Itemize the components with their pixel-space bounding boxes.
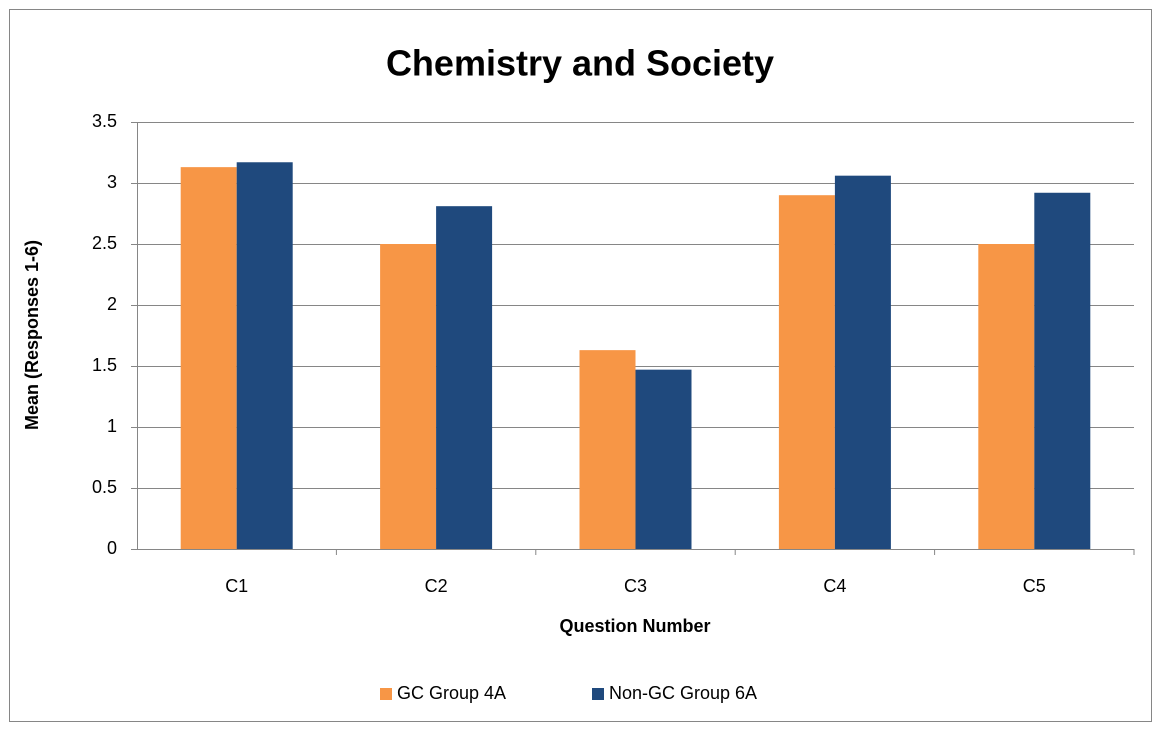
y-tick-label: 1.5 bbox=[92, 355, 117, 375]
y-tick-label: 1 bbox=[107, 416, 117, 436]
y-tick-label: 0 bbox=[107, 538, 117, 558]
bar bbox=[978, 244, 1035, 549]
bar bbox=[380, 244, 437, 549]
y-axis-label: Mean (Responses 1-6) bbox=[22, 240, 42, 430]
x-axis-label: Question Number bbox=[559, 616, 710, 636]
bar bbox=[778, 195, 835, 549]
x-tick-label: C3 bbox=[624, 576, 647, 596]
x-tick-label: C1 bbox=[225, 576, 248, 596]
bar bbox=[1034, 192, 1091, 549]
y-tick-label: 3 bbox=[107, 172, 117, 192]
y-tick-label: 2 bbox=[107, 294, 117, 314]
legend-swatch bbox=[380, 688, 392, 700]
y-tick-label: 0.5 bbox=[92, 477, 117, 497]
bar bbox=[236, 162, 293, 549]
bar bbox=[579, 350, 636, 549]
bar bbox=[180, 167, 237, 549]
legend-label: Non-GC Group 6A bbox=[609, 683, 757, 703]
bar bbox=[834, 175, 891, 549]
y-tick-label: 2.5 bbox=[92, 233, 117, 253]
y-tick-label: 3.5 bbox=[92, 111, 117, 131]
legend-label: GC Group 4A bbox=[397, 683, 506, 703]
x-tick-label: C4 bbox=[823, 576, 846, 596]
x-tick-label: C2 bbox=[425, 576, 448, 596]
legend-swatch bbox=[592, 688, 604, 700]
bar bbox=[635, 369, 692, 549]
chart-title: Chemistry and Society bbox=[386, 43, 774, 84]
x-tick-label: C5 bbox=[1023, 576, 1046, 596]
bar bbox=[436, 206, 493, 549]
